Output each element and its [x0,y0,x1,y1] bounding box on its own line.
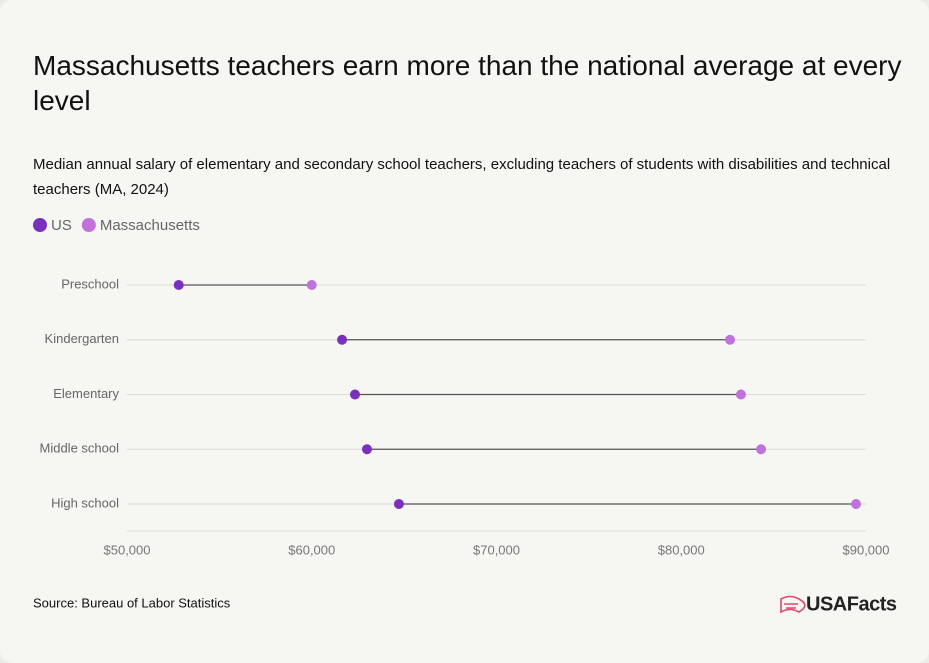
y-tick-label: Middle school [40,441,120,456]
source: Source: Bureau of Labor Statistics [33,595,231,610]
legend-marker [81,218,96,232]
logo-icon [780,595,806,614]
dot [361,444,372,455]
dot [725,334,736,345]
x-tick-label: $50,000 [104,542,151,557]
y-tick-label: Kindergarten [45,331,119,346]
x-tick-label: $80,000 [658,542,705,557]
dot [173,280,184,290]
dot [349,389,360,400]
chart-title: Massachusetts teachers earn more than th… [33,50,902,116]
dot [851,499,862,509]
x-tick-label: $90,000 [843,542,890,557]
x-tick-label: $60,000 [288,542,335,557]
y-tick-label: Elementary [53,386,119,401]
legend-label: Massachusetts [100,217,200,234]
dot [393,499,404,509]
y-tick-label: Preschool [61,276,119,291]
dot [756,444,767,455]
chart-subtitle: Median annual salary of elementary and s… [33,156,891,198]
legend-marker [33,218,47,232]
legend-label: US [51,217,72,234]
dot [735,389,746,400]
y-tick-label: High school [51,495,119,510]
dot [337,334,348,345]
dot [306,280,317,290]
x-tick-label: $70,000 [473,542,520,557]
logo-text: USAFacts [806,593,897,615]
